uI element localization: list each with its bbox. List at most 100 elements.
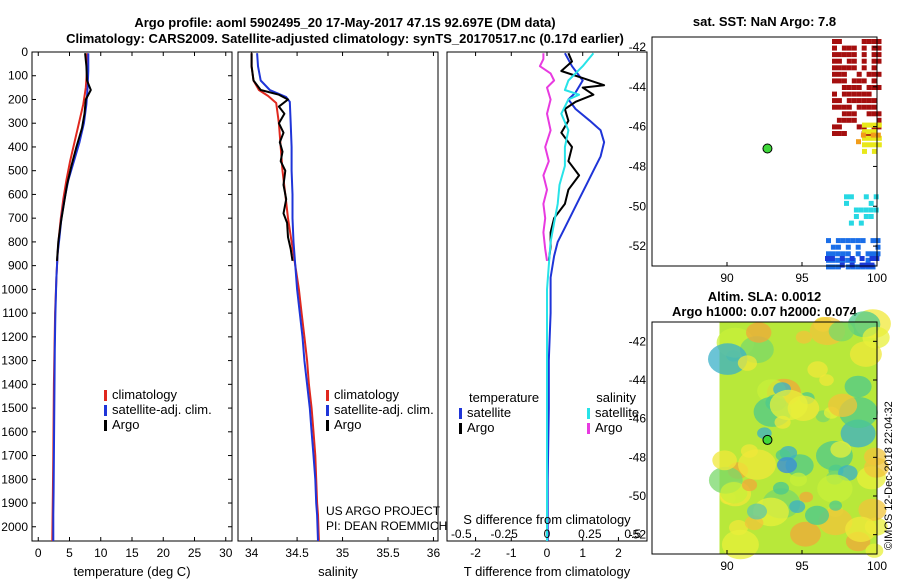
sst-pixel [856, 85, 862, 90]
sst-pixel [875, 238, 881, 244]
sst-pixel [856, 91, 862, 97]
legend-label: climatology [334, 387, 400, 402]
sst-pixel [841, 85, 847, 90]
sst-pixel [867, 129, 872, 135]
x-tick-label: 10 [94, 546, 108, 560]
sst-pixel [832, 78, 837, 84]
y-tick-label: -46 [629, 412, 647, 426]
sst-pixel [839, 262, 845, 268]
sst-pixels [825, 39, 882, 270]
sla-blob [840, 419, 876, 448]
y-tick-label: 1200 [1, 330, 28, 344]
sst-pixel [836, 98, 842, 104]
y-tick-label: 1000 [1, 282, 28, 296]
sla-blob [830, 441, 852, 458]
map-frame [651, 321, 878, 555]
sst-pixel [841, 111, 847, 117]
sla-blob [789, 500, 806, 513]
sla-blob [862, 326, 890, 349]
sst-pixel [861, 58, 867, 64]
sst-pixel [853, 214, 859, 219]
sst-pixel [840, 251, 846, 257]
sst-pixel [851, 45, 857, 51]
y-tick-label: 800 [8, 235, 28, 249]
sst-pixel [869, 262, 875, 268]
sst-pixel [876, 52, 882, 58]
sst-pixel [871, 71, 877, 77]
sst-pixel [845, 251, 851, 257]
sst-pixel [836, 58, 842, 64]
sst-pixel [846, 117, 852, 123]
sst-pixel [863, 207, 869, 213]
legend-label: Argo [595, 420, 622, 435]
sst-pixel [835, 257, 841, 263]
y-tick-label: 400 [8, 140, 28, 154]
sst-pixel [873, 194, 879, 200]
sst-pixel [841, 45, 847, 51]
sst-pixel [832, 39, 837, 44]
sst-pixel [876, 122, 882, 128]
sla-blob [817, 474, 853, 503]
sst-pixel [841, 71, 847, 77]
sst-pixel [826, 238, 831, 244]
sst-pixel [876, 39, 882, 44]
sst-pixel [841, 52, 847, 58]
sst-pixel [861, 91, 867, 97]
sst-pixel [846, 85, 852, 90]
y-tick-label: -50 [629, 199, 647, 213]
sst-pixel [875, 244, 881, 250]
secondary-x-axis-label: S difference from climatology [463, 512, 631, 527]
sst-pixel [868, 214, 874, 219]
sst-pixel [861, 39, 867, 44]
legend-label: satellite-adj. clim. [112, 402, 212, 417]
sst-pixel [848, 194, 854, 200]
y-tick-label: -44 [629, 373, 647, 387]
sst-pixel [830, 264, 836, 270]
figure-title-line1: Argo profile: aoml 5902495_20 17-May-201… [134, 15, 555, 30]
sst-pixel [867, 142, 872, 148]
sst-pixel [866, 104, 872, 110]
sst-pixel [876, 58, 882, 64]
y-tick-label: -46 [629, 120, 647, 134]
sst-pixel [871, 135, 877, 141]
y-tick-label: 0 [21, 45, 28, 59]
sst-pixel [866, 71, 872, 77]
sst-pixel [862, 129, 867, 135]
map-frame [651, 36, 878, 267]
y-tick-label: -52 [629, 528, 647, 542]
sst-pixel [871, 78, 877, 84]
sst-pixel [850, 238, 856, 244]
salinity-profile-chart: 34 34.5 35 35.5 36 salinity climatologysatelli… [237, 51, 440, 579]
series-line-salinity-satellite [546, 52, 595, 541]
y-tick-label: 1700 [1, 449, 28, 463]
x-tick-label: 35 [336, 546, 350, 560]
sst-pixel [851, 85, 857, 90]
sst-pixel [871, 98, 877, 104]
sst-pixel [836, 52, 842, 58]
sla-map-subtitle: Argo h1000: 0.07 h2000: 0.074 [672, 304, 858, 319]
sla-blob [769, 389, 808, 421]
sst-pixel [846, 45, 852, 51]
sst-pixel [871, 148, 877, 154]
sst-pixel [832, 65, 837, 71]
sst-pixel [856, 71, 862, 77]
x-tick-label: 30 [219, 546, 233, 560]
sst-pixel [846, 104, 852, 110]
x-tick-label: 0 [544, 546, 551, 560]
x-tick-label: -2 [470, 546, 481, 560]
x-axis-label: salinity [318, 564, 358, 579]
sst-pixel [832, 104, 837, 110]
sst-pixel [871, 39, 877, 44]
x-tick-label: 5 [66, 546, 73, 560]
sst-pixel [876, 117, 882, 123]
sst-pixel [876, 85, 882, 90]
float-position-marker [762, 434, 773, 445]
sst-pixel [866, 85, 872, 90]
sst-pixel [855, 238, 861, 244]
legend-swatch [587, 423, 590, 434]
sst-pixel [836, 39, 842, 44]
sla-blob [829, 500, 842, 511]
sst-pixel [825, 256, 830, 261]
sla-blob [807, 361, 828, 378]
sst-pixel [858, 220, 864, 226]
